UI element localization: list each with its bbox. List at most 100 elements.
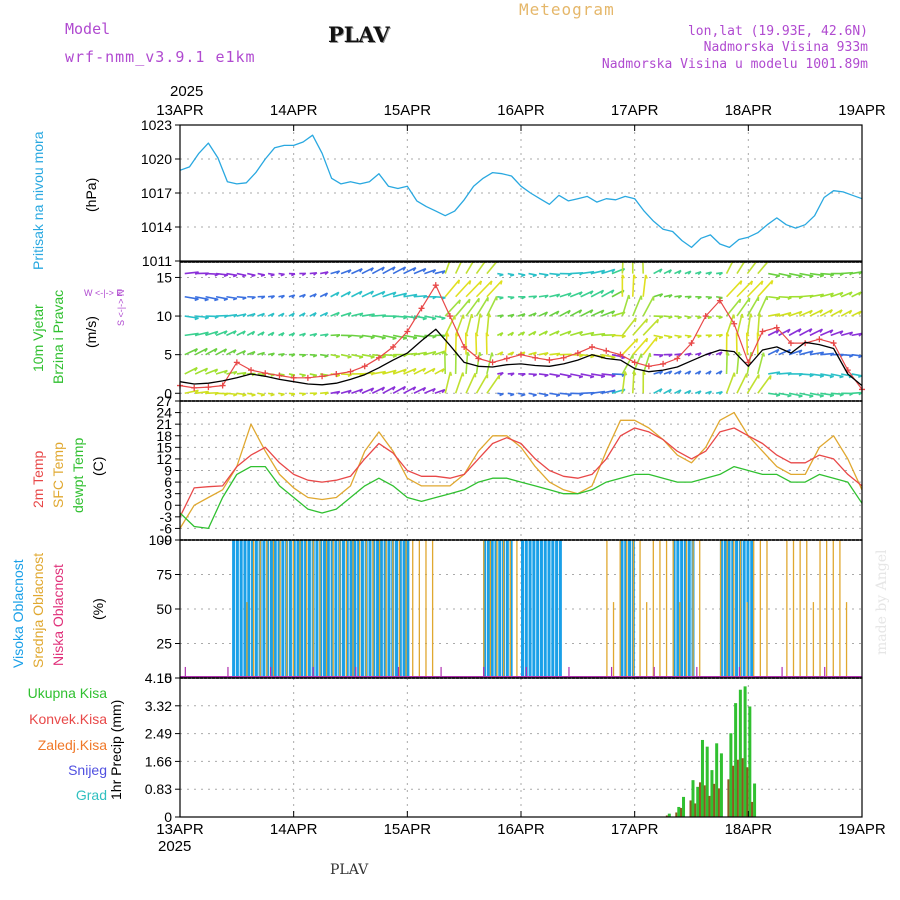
wind-arrow <box>736 280 753 298</box>
wind-arrow-head <box>659 370 664 375</box>
cloud-bar <box>269 540 273 678</box>
wind-arrow-head <box>645 318 649 323</box>
gust-marker <box>219 382 226 389</box>
precip-conv-bar <box>732 765 735 817</box>
cloud-bar <box>359 540 361 678</box>
wind-arrow <box>840 331 853 337</box>
wind-arrow-head <box>336 390 341 395</box>
cloud-bar <box>357 540 361 678</box>
wind-arrow-head <box>359 388 364 393</box>
cloud-bar <box>349 540 353 678</box>
wind-arrow-head <box>194 348 199 353</box>
wind-arrow-head <box>726 351 730 356</box>
wind-arrow-head <box>848 310 853 315</box>
wind-arrow-head <box>499 372 504 376</box>
legend-snow: Snijeg <box>68 762 107 778</box>
wind-arrow <box>413 367 426 375</box>
wind-arrow-head <box>260 274 265 277</box>
wind-arrow-head <box>809 395 814 398</box>
x-tick-label-bottom: 17APR <box>611 821 659 838</box>
wind-arrow-head <box>635 338 639 343</box>
gust-marker <box>375 354 382 361</box>
wind-arrow-head <box>462 372 465 377</box>
wind-arrow <box>642 336 658 356</box>
wind-arrow-head <box>270 331 275 337</box>
wind-arrow <box>549 373 560 377</box>
y-tick-label: 1.66 <box>145 753 172 769</box>
y-tick-label: 21 <box>156 416 172 432</box>
cloud-bar <box>352 540 354 678</box>
wind-arrow-head <box>634 317 637 323</box>
precip-conv-bar <box>675 812 678 817</box>
wind-arrow-head <box>312 374 318 378</box>
gust-marker <box>589 343 596 350</box>
dewpt-temp-line <box>179 465 863 530</box>
cloud-bar <box>323 540 327 678</box>
wind-arrow <box>444 371 452 394</box>
wind-arrow <box>746 374 760 394</box>
gust-marker <box>319 373 326 380</box>
wind-arrow-head <box>403 368 407 373</box>
wind-arrow <box>809 351 824 356</box>
wind-arrow <box>632 337 648 356</box>
wind-arrow <box>570 330 583 337</box>
wind-arrow-head <box>776 371 781 376</box>
wind-arrow-head <box>707 296 713 300</box>
cloud-bar <box>296 540 300 678</box>
wind-arrow <box>549 352 561 356</box>
wind-arrow <box>601 373 616 377</box>
wind-arrow-head <box>302 293 306 299</box>
wind-arrow-head <box>738 298 742 304</box>
wind-arrow-head <box>829 375 834 379</box>
wind-arrow-head <box>458 299 461 304</box>
cloud-bar <box>626 540 628 678</box>
wind-arrow-head <box>771 257 772 261</box>
cloud-bar <box>383 540 387 678</box>
gust-marker <box>532 354 539 361</box>
gust-marker <box>333 370 340 377</box>
wind-arrow <box>642 274 647 297</box>
wind-arrow-head <box>659 268 663 273</box>
wind-arrow <box>601 389 616 395</box>
wind-arrow <box>841 353 854 357</box>
cloud-bar <box>398 540 401 678</box>
wind-arrow-head <box>775 349 780 354</box>
cloud-bar <box>683 540 687 678</box>
wind-arrow-head <box>668 388 672 394</box>
wind-arrow <box>820 352 834 356</box>
wind-arrow <box>486 352 493 375</box>
wind-arrow-head <box>370 290 375 295</box>
wind-arrow-head <box>567 309 571 315</box>
cloud-bar <box>525 666 527 678</box>
cloud-bar <box>227 666 229 678</box>
wind-arrow-head <box>194 298 199 302</box>
wind-arrow-head <box>336 270 341 275</box>
wind-arrow-head <box>697 316 702 320</box>
cloud-bar <box>653 666 655 678</box>
legend-frz-rain: Zaledj.Kisa <box>37 737 107 753</box>
cloud-bar <box>332 540 334 678</box>
wind-arrow <box>590 373 605 377</box>
wind-arrow <box>361 290 374 298</box>
cloud-bar <box>746 540 750 678</box>
wind-arrow <box>830 291 844 298</box>
wind-arrow-head <box>347 334 352 339</box>
x-tick-label-top: 13APR <box>156 102 204 119</box>
wind-arrow-head <box>656 319 660 324</box>
wind-arrow <box>819 308 833 317</box>
cloud-bar <box>184 666 186 678</box>
gust-marker <box>631 359 638 366</box>
wind-arrow <box>788 272 803 278</box>
wind-arrow-head <box>642 370 646 376</box>
cloud-bar <box>412 540 414 678</box>
wind-arrow <box>361 267 374 275</box>
cloud-bar <box>319 540 323 678</box>
wind-arrow <box>413 267 427 275</box>
wind-arrow-head <box>787 296 792 300</box>
wind-arrow <box>454 332 458 355</box>
wind-arrow-head <box>718 370 723 375</box>
wind-arrow-head <box>532 274 537 278</box>
wind-arrow-head <box>776 313 781 318</box>
wind-arrow <box>549 272 561 276</box>
wind-arrow <box>820 373 834 378</box>
